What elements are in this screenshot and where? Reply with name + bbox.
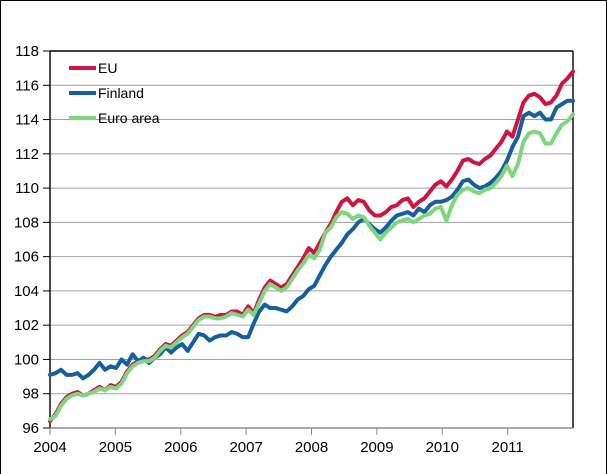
y-tick-label: 106: [14, 249, 39, 266]
y-tick-label: 102: [14, 317, 39, 334]
y-tick-label: 112: [15, 146, 39, 163]
legend-swatch-finland: [69, 91, 96, 95]
x-tick-label: 2006: [164, 439, 197, 456]
x-tick-label: 2010: [426, 439, 459, 456]
y-tick-label: 100: [14, 351, 39, 368]
legend-swatch-euro-area: [69, 116, 96, 120]
y-tick-label: 108: [14, 214, 39, 231]
legend-swatch-eu: [69, 66, 96, 70]
x-tick-label: 2011: [491, 439, 523, 456]
series-line-finland: [48, 98, 575, 381]
legend-label-eu: EU: [98, 60, 118, 76]
x-tick-label: 2009: [360, 439, 393, 456]
y-tick-label: 104: [14, 283, 39, 300]
y-tick-label: 110: [15, 180, 39, 197]
legend-item-euro-area: Euro area: [69, 109, 159, 127]
y-tick-label: 98: [22, 386, 39, 403]
y-tick-label: 114: [15, 112, 39, 129]
legend-item-eu: EU: [69, 59, 159, 77]
x-tick-label: 2008: [295, 439, 328, 456]
y-tick-label: 116: [15, 77, 39, 94]
legend-label-finland: Finland: [98, 85, 144, 101]
series-line-euro-area: [48, 112, 575, 422]
x-tick-label: 2007: [229, 439, 262, 456]
legend-label-euro-area: Euro area: [98, 110, 160, 126]
x-tick-label: 2004: [33, 439, 66, 456]
x-tick-label: 2005: [99, 439, 132, 456]
legend: EU Finland Euro area: [69, 59, 159, 134]
legend-item-finland: Finland: [69, 84, 159, 102]
y-tick-label: 96: [22, 420, 39, 437]
y-tick-label: 118: [15, 43, 39, 60]
